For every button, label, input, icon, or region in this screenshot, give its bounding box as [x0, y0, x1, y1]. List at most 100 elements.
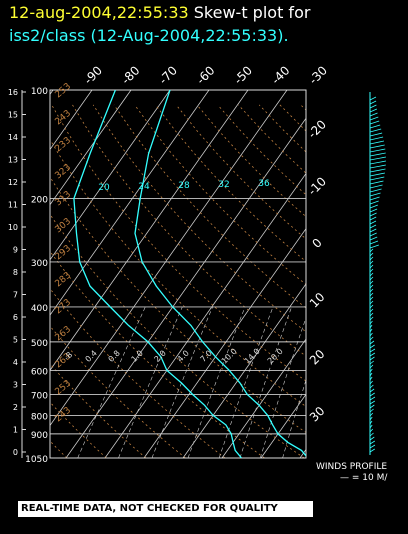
- wind-barb: [369, 228, 377, 233]
- mixing-ratio-line: [218, 306, 274, 458]
- wind-profile: [369, 92, 387, 455]
- wind-barb: [369, 116, 379, 121]
- isotherm-line: [50, 90, 249, 371]
- isobar-lines: [50, 89, 306, 459]
- wind-barb: [369, 120, 380, 125]
- wind-barb: [369, 160, 387, 165]
- wind-barb: [369, 252, 374, 257]
- wind-barb: [369, 428, 374, 433]
- dry-adiabat-label: 293: [54, 244, 74, 263]
- dry-adiabat-label: 313: [54, 190, 74, 209]
- height-label: 5: [13, 336, 18, 345]
- wind-barb: [369, 276, 374, 281]
- height-label: 2: [13, 403, 18, 412]
- pressure-label: 700: [31, 392, 48, 402]
- pressure-label: 600: [31, 367, 48, 377]
- height-label: 0: [13, 448, 18, 457]
- wind-barb: [369, 316, 374, 321]
- isotherm-line: [50, 90, 210, 316]
- isotherm-line: [65, 117, 306, 458]
- right-temperature-label: 20: [307, 347, 328, 368]
- wind-barb: [369, 364, 374, 369]
- timestamp: 12-aug-2004,22:55:33: [9, 3, 189, 22]
- top-temperature-label: -60: [194, 63, 218, 87]
- wind-barb: [369, 140, 385, 145]
- pressure-label: 200: [31, 195, 48, 205]
- wind-barb: [369, 232, 377, 237]
- dry-adiabat-line: [51, 104, 306, 382]
- mixing-annotation-label: 10.0: [220, 347, 239, 366]
- wind-barb: [369, 284, 374, 289]
- wind-barb: [369, 408, 374, 413]
- height-label: 16: [8, 88, 18, 97]
- top-temperature-label: -90: [81, 63, 105, 87]
- dry-adiabat-label: 273: [54, 298, 74, 317]
- wind-barb: [369, 176, 385, 181]
- mixing-ratio-line: [260, 316, 306, 458]
- right-temperature-label: 10: [307, 290, 328, 311]
- height-label: 4: [13, 358, 18, 367]
- pressure-label: 300: [31, 259, 48, 269]
- wind-barb: [369, 200, 379, 205]
- pressure-label: 400: [31, 304, 48, 314]
- wind-barb: [369, 148, 386, 153]
- wind-barb: [369, 208, 378, 213]
- wind-barb: [369, 100, 377, 105]
- isotherm-line: [143, 228, 306, 458]
- dry-adiabat-line: [50, 176, 306, 434]
- isotherm-line: [50, 90, 288, 427]
- wind-barb: [369, 172, 386, 177]
- isotherm-line: [221, 338, 306, 458]
- mixing-ratio-line: [239, 306, 292, 458]
- height-label: 3: [13, 381, 18, 390]
- wind-barb: [369, 324, 373, 329]
- wind-barb: [369, 248, 374, 253]
- wind-barb: [369, 212, 377, 217]
- wind-barb: [369, 168, 386, 173]
- winds-profile-title: WINDS PROFILE: [316, 462, 388, 472]
- plot-frame: [21, 89, 307, 459]
- wind-barb: [369, 336, 374, 341]
- mixing-ratio-label: 20: [98, 183, 110, 193]
- height-label: 1: [13, 426, 18, 435]
- wind-barb: [369, 384, 374, 389]
- plot-title-line: 12-aug-2004,22:55:33 Skew-t plot for: [9, 3, 310, 22]
- wind-barb: [369, 432, 374, 437]
- quality-banner: REAL-TIME DATA, NOT CHECKED FOR QUALITY: [18, 501, 313, 517]
- isotherm-line: [50, 90, 171, 261]
- wind-barb: [369, 344, 375, 349]
- wind-barb: [369, 184, 383, 189]
- pressure-label: 100: [31, 87, 48, 97]
- wind-barb: [369, 188, 382, 193]
- wind-barb: [369, 112, 378, 117]
- top-temperature-label: -30: [306, 63, 330, 87]
- height-label: 12: [8, 178, 18, 187]
- dry-adiabat-label: 263: [54, 325, 74, 344]
- wind-barb: [369, 312, 374, 317]
- wind-barb: [369, 320, 373, 325]
- dry-adiabat-line: [50, 401, 107, 458]
- isotherm-line: [260, 393, 306, 458]
- mixing-ratio-label: 32: [218, 180, 229, 190]
- top-temperature-label: -50: [231, 63, 255, 87]
- wind-barb: [369, 340, 375, 345]
- wind-barb: [369, 372, 373, 377]
- wind-barb: [369, 240, 379, 245]
- dry-adiabat-label: 243: [54, 406, 74, 425]
- plot-border: [49, 89, 307, 459]
- winds-scale: — = 10 M/: [340, 473, 388, 483]
- height-label: 8: [13, 268, 18, 277]
- top-temperature-label: -80: [119, 63, 143, 87]
- wind-barb: [369, 136, 384, 141]
- mixing-ratio-label: 24: [138, 182, 150, 192]
- mixing-ratio-line: [282, 379, 306, 458]
- dry-adiabat-line: [258, 104, 306, 153]
- wind-barb: [369, 204, 378, 209]
- height-label: 6: [13, 313, 18, 322]
- dry-adiabat-line: [50, 250, 265, 458]
- wind-barb: [369, 424, 373, 429]
- dry-adiabat-line: [113, 104, 306, 309]
- plot-label: Skew-t plot for: [193, 3, 311, 22]
- mixing-annotation-label: 1.0: [130, 349, 145, 364]
- right-temperature-label: 0: [310, 236, 325, 251]
